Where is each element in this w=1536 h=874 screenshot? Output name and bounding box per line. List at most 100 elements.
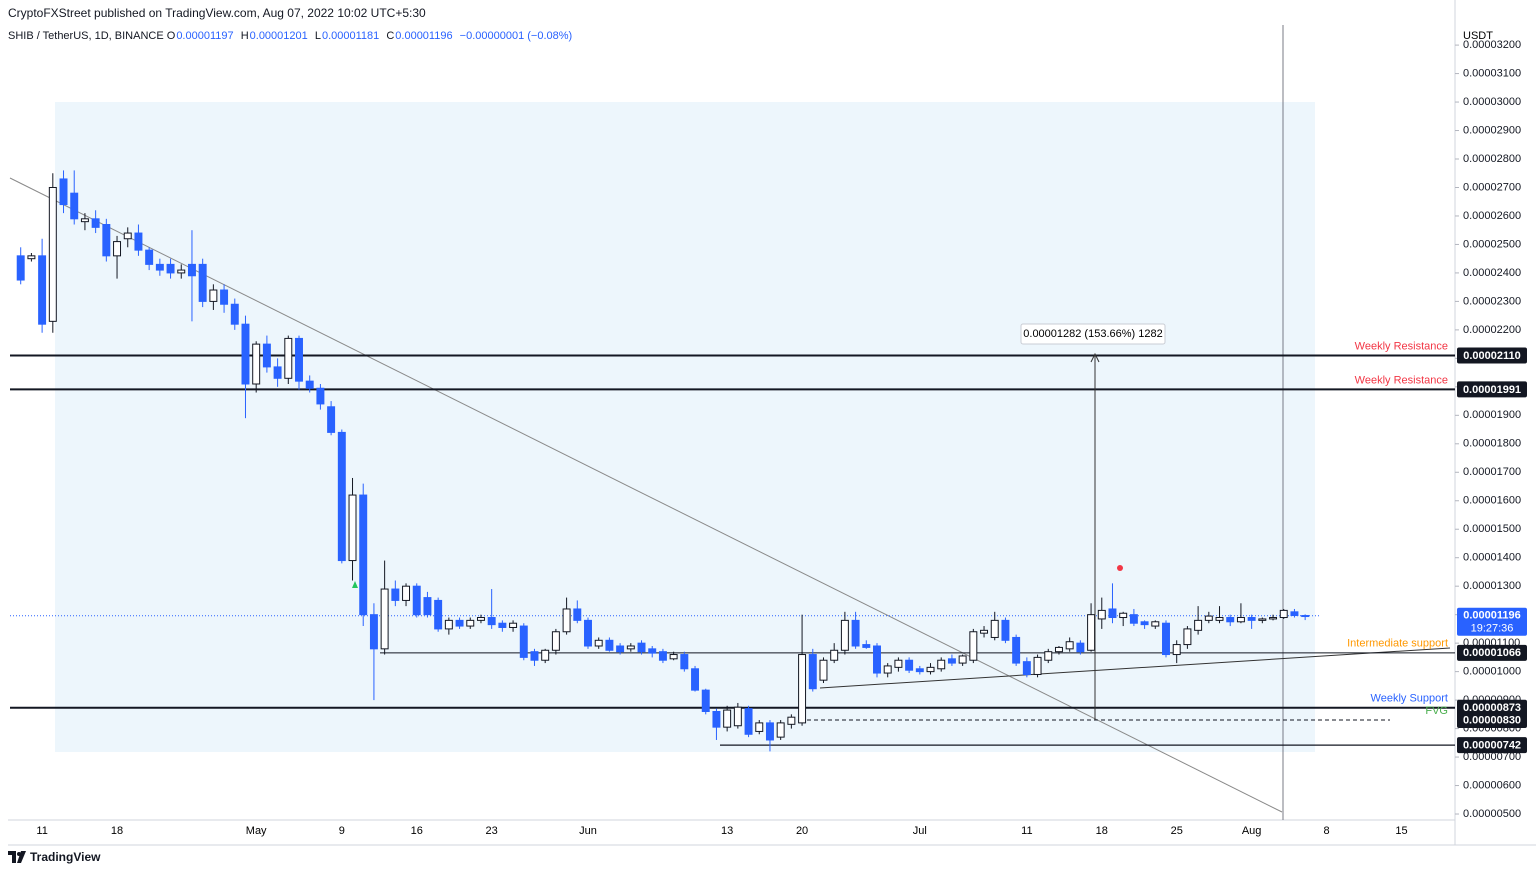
- candle-body: [969, 631, 978, 661]
- candle-body: [252, 343, 261, 385]
- x-tick-label: 20: [796, 825, 808, 837]
- candle-body: [701, 689, 710, 712]
- candle-body: [38, 255, 47, 325]
- candle-body: [894, 659, 903, 668]
- level-value: 0.00002110: [1463, 350, 1521, 362]
- level-box: [1457, 644, 1527, 661]
- candle-body: [1129, 614, 1138, 624]
- y-tick-label: 0.00001300: [1463, 580, 1521, 592]
- candle-body: [1290, 611, 1299, 617]
- level-value: 0.00001066: [1463, 647, 1521, 659]
- candle-body: [48, 186, 57, 322]
- candle-body: [947, 658, 956, 664]
- candle-body: [1226, 617, 1235, 623]
- signal-marker: [352, 581, 358, 588]
- y-tick-label: 0.00001800: [1463, 438, 1521, 450]
- x-tick-label: 23: [486, 825, 498, 837]
- measure-label: 0.00001282 (153.66%) 1282: [1023, 328, 1162, 340]
- y-tick-label: 0.00001500: [1463, 523, 1521, 535]
- x-tick-label: 16: [411, 825, 423, 837]
- logo: [8, 851, 26, 863]
- candle-body: [915, 668, 924, 673]
- candle-body: [198, 263, 207, 302]
- candle-body: [123, 232, 132, 240]
- candle-body: [980, 629, 989, 634]
- candle-body: [990, 619, 999, 638]
- signal-dot: [1117, 565, 1123, 571]
- x-tick-label: 25: [1171, 825, 1183, 837]
- candle-body: [59, 178, 68, 206]
- candle-body: [1236, 617, 1245, 623]
- measure-arrow: [1090, 352, 1100, 363]
- candle-body: [1140, 621, 1149, 626]
- symbol: SHIB / TetherUS, 1D, BINANCE: [8, 30, 164, 42]
- candle-body: [1022, 661, 1031, 675]
- support-trend-line: [819, 647, 1451, 689]
- level-box: [1457, 381, 1527, 398]
- level-name: Intermediate support: [1347, 638, 1448, 650]
- candle-body: [402, 585, 411, 601]
- candle-body: [155, 263, 164, 271]
- level-value: 0.00000742: [1463, 740, 1521, 752]
- y-tick-label: 0.00000600: [1463, 779, 1521, 791]
- candle-body: [1012, 636, 1021, 664]
- ohlc-key: C: [386, 30, 395, 42]
- candle-body: [551, 631, 560, 651]
- ohlc-value: 0.00001197: [176, 30, 234, 42]
- candle-body: [16, 255, 25, 281]
- y-tick-label: 0.00001400: [1463, 552, 1521, 564]
- candle-body: [509, 622, 518, 628]
- footer: TradingView: [8, 850, 100, 864]
- candle-body: [177, 269, 186, 274]
- y-tick-label: 0.00000700: [1463, 751, 1521, 763]
- candle-body: [455, 619, 464, 627]
- ohlc-value: 0.00001201: [249, 30, 308, 42]
- candle-body: [1215, 617, 1224, 621]
- level-name: Weekly Resistance: [1355, 374, 1448, 386]
- y-tick-label: 0.00001700: [1463, 466, 1521, 478]
- candle-body: [926, 666, 935, 673]
- y-tick-label: 0.00000500: [1463, 808, 1521, 820]
- candle-body: [1033, 656, 1042, 675]
- candle-body: [316, 387, 325, 405]
- x-tick-label: 18: [111, 825, 123, 837]
- candle-body: [1194, 619, 1203, 631]
- x-tick-label: 13: [721, 825, 733, 837]
- candle-body: [1162, 622, 1170, 656]
- level-value: 0.00000873: [1463, 702, 1521, 714]
- candle-body: [80, 218, 89, 223]
- y-tick-label: 0.00003000: [1463, 96, 1521, 108]
- candle-body: [626, 645, 635, 650]
- ohlc-key: O: [166, 30, 176, 42]
- candle-body: [1269, 617, 1278, 620]
- candle-body: [337, 431, 346, 562]
- y-tick-label: 0.00002400: [1463, 267, 1521, 279]
- x-tick-label: 8: [1323, 825, 1329, 837]
- candle-body: [145, 249, 154, 265]
- x-tick-label: 11: [1021, 825, 1032, 837]
- y-tick-label: 0.00001000: [1463, 666, 1521, 678]
- candle-body: [519, 625, 528, 658]
- candle-body: [637, 642, 646, 653]
- candle-body: [840, 619, 849, 651]
- plot: [10, 170, 1455, 752]
- candle-body: [1301, 615, 1310, 618]
- candle-body: [476, 617, 485, 621]
- candle-body: [1183, 628, 1192, 646]
- candle-body: [1108, 608, 1117, 619]
- candle-body: [680, 654, 689, 670]
- candle-body: [262, 343, 271, 368]
- last-price-box: [1457, 607, 1527, 636]
- candle-body: [1151, 621, 1160, 627]
- candle-body: [808, 654, 817, 690]
- candle-body: [648, 648, 657, 654]
- candle-body: [1054, 646, 1063, 653]
- level-value: 0.00000830: [1463, 714, 1521, 726]
- ohlc-key: L: [314, 30, 321, 42]
- candle-body: [220, 289, 229, 305]
- x-tick-label: Jun: [579, 825, 597, 837]
- candle-body: [830, 649, 839, 661]
- y-tick-label: 0.00002200: [1463, 324, 1521, 336]
- level-box: [1457, 712, 1527, 729]
